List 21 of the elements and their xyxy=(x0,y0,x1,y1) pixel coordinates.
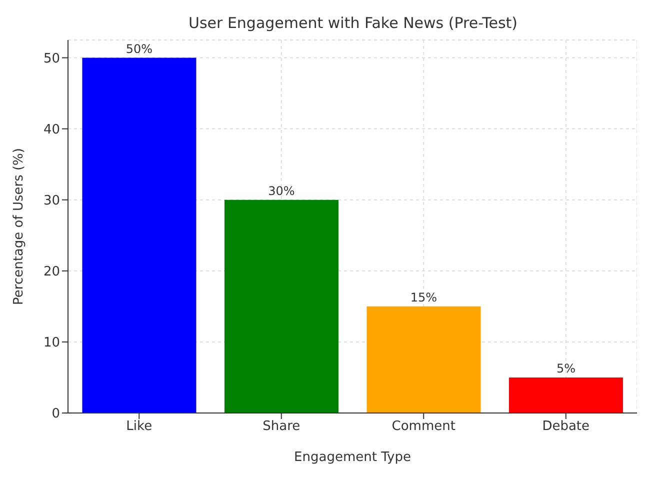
y-tick-label: 30 xyxy=(43,193,60,208)
x-tick-label: Share xyxy=(262,419,300,434)
x-axis-title: Engagement Type xyxy=(294,450,411,465)
y-axis-title: Percentage of Users (%) xyxy=(12,148,27,305)
bar xyxy=(508,377,623,413)
bar xyxy=(82,58,196,413)
bar xyxy=(224,200,338,413)
x-tick-label: Debate xyxy=(542,419,590,434)
y-tick-label: 40 xyxy=(43,122,60,138)
x-tick-label: Comment xyxy=(392,419,456,434)
y-tick-label: 50 xyxy=(43,51,60,66)
chart-title: User Engagement with Fake News (Pre-Test) xyxy=(187,14,518,32)
data-label: 5% xyxy=(556,361,576,376)
x-tick-label: Like xyxy=(126,419,152,434)
data-label: 15% xyxy=(410,290,438,304)
data-label: 50% xyxy=(126,42,153,56)
y-tick-label: 0 xyxy=(52,406,60,422)
y-tick-label: 10 xyxy=(43,336,60,351)
y-tick-label: 20 xyxy=(43,264,60,280)
data-label: 30% xyxy=(268,184,295,198)
bar xyxy=(366,306,481,413)
